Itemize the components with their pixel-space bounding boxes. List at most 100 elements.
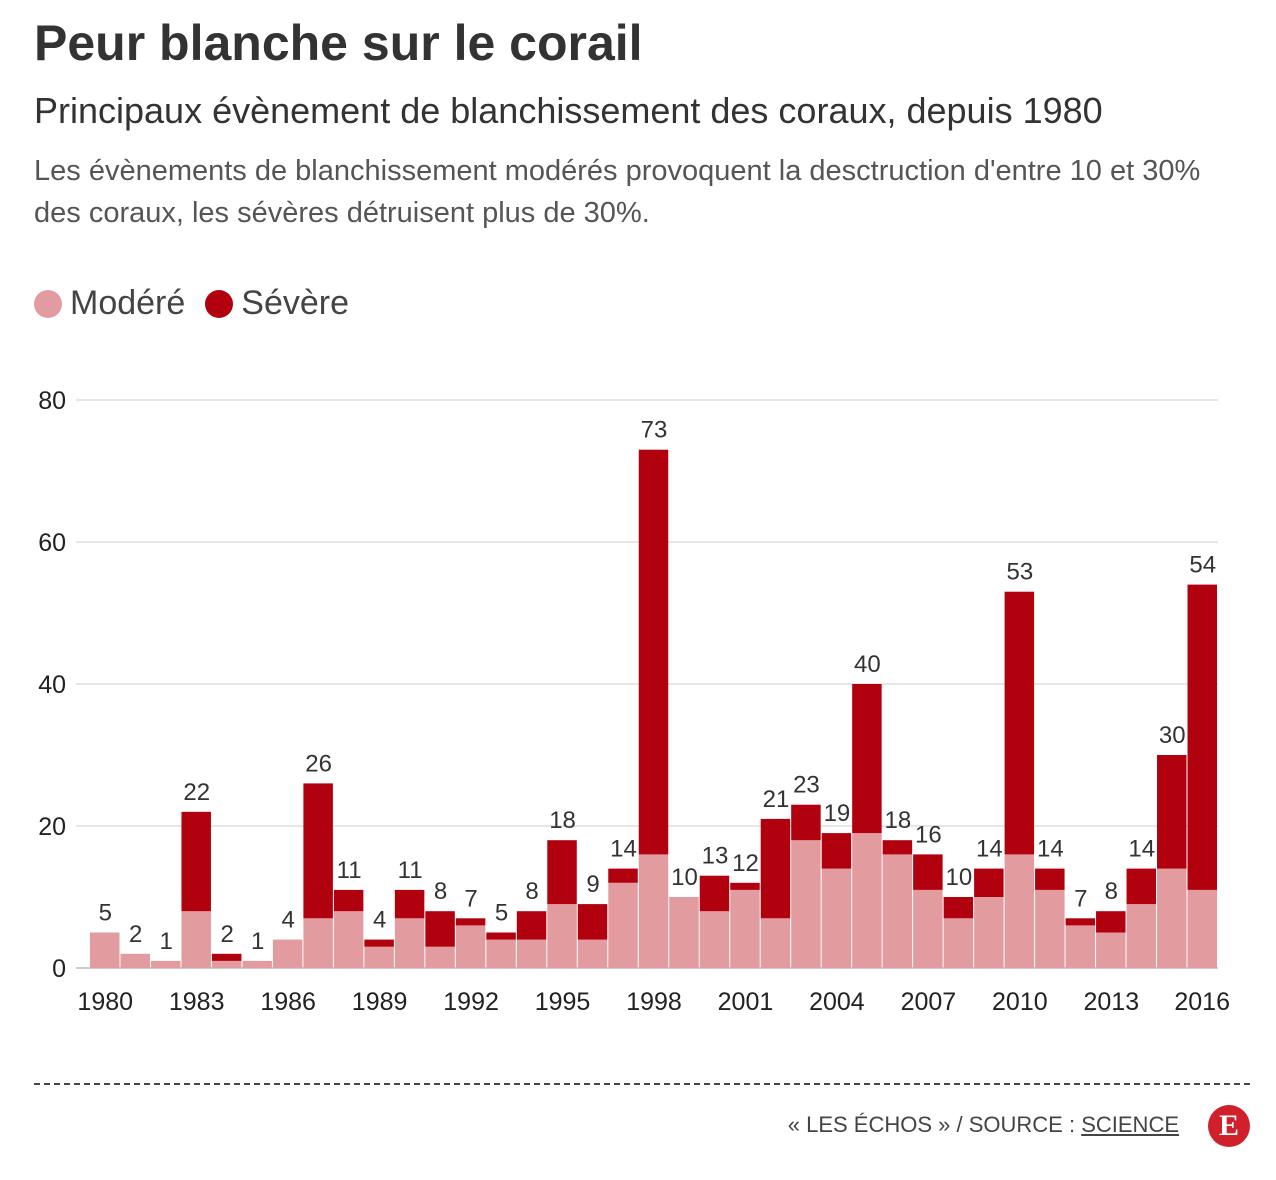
legend-item-severe: Sévère <box>205 284 349 323</box>
data-label: 54 <box>1189 552 1216 579</box>
data-label: 18 <box>549 807 576 834</box>
source-link[interactable]: SCIENCE <box>1081 1112 1179 1137</box>
data-label: 14 <box>610 836 637 863</box>
data-label: 11 <box>337 857 362 884</box>
data-label: 12 <box>732 850 759 877</box>
bar-severe <box>821 833 852 869</box>
x-tick-label: 2007 <box>901 988 957 1016</box>
bar-moderate <box>943 918 974 968</box>
bar-moderate <box>364 946 394 968</box>
bar-severe <box>882 840 913 855</box>
bar-moderate <box>90 932 120 968</box>
legend-swatch-severe <box>205 289 234 318</box>
bar-moderate <box>242 960 272 968</box>
bar-severe <box>425 911 455 947</box>
bar-moderate <box>577 939 608 968</box>
legend-item-moderate: Modéré <box>34 284 185 323</box>
data-label: 10 <box>946 864 973 891</box>
bar-moderate <box>394 918 425 968</box>
x-tick-label: 1995 <box>535 988 591 1016</box>
data-label: 4 <box>281 907 294 934</box>
bar-severe <box>608 868 638 883</box>
bar-moderate <box>1187 889 1217 968</box>
y-tick-label: 60 <box>38 529 66 557</box>
bar-moderate <box>638 854 669 968</box>
bar-moderate <box>486 939 516 968</box>
bar-severe <box>333 889 364 912</box>
bar-severe <box>1157 755 1187 869</box>
bar-moderate <box>913 889 943 968</box>
data-label: 16 <box>915 821 942 848</box>
bar-moderate <box>211 960 242 968</box>
data-label: 26 <box>305 750 332 777</box>
data-label: 11 <box>398 857 423 884</box>
chart-description: Les évènements de blanchissement modérés… <box>34 155 1201 229</box>
data-label: 18 <box>885 807 912 834</box>
legend-swatch-moderate <box>34 289 62 318</box>
bar-moderate <box>516 939 547 968</box>
bar-severe <box>913 854 943 890</box>
x-tick-label: 1983 <box>169 988 225 1016</box>
data-label: 10 <box>671 864 698 891</box>
x-tick-label: 1998 <box>626 988 682 1016</box>
bar-severe <box>974 868 1004 897</box>
bar-moderate <box>1126 904 1157 968</box>
y-tick-label: 80 <box>38 387 66 415</box>
bar-moderate <box>974 897 1004 968</box>
bar-severe <box>1035 868 1065 890</box>
bar-moderate <box>1004 854 1035 968</box>
data-label: 73 <box>641 417 668 444</box>
data-label: 9 <box>586 871 599 898</box>
bar-severe <box>455 918 486 926</box>
y-tick-label: 0 <box>52 955 66 983</box>
bar-moderate <box>303 918 333 968</box>
data-label: 40 <box>854 651 881 678</box>
x-tick-label: 2016 <box>1174 988 1230 1016</box>
bar-moderate <box>1157 868 1187 968</box>
bar-moderate <box>333 911 364 968</box>
data-label: 23 <box>793 772 820 799</box>
x-tick-label: 2004 <box>809 988 865 1016</box>
bar-moderate <box>669 897 699 968</box>
x-tick-label: 1980 <box>77 988 133 1016</box>
bar-moderate <box>120 953 150 968</box>
bar-severe <box>1187 584 1217 890</box>
data-label: 8 <box>525 878 538 905</box>
x-tick-label: 2010 <box>992 988 1048 1016</box>
bar-severe <box>852 684 882 834</box>
data-label: 30 <box>1159 722 1186 749</box>
bar-moderate <box>1065 925 1096 968</box>
bar-severe <box>211 953 242 961</box>
bar-moderate <box>760 918 791 968</box>
data-label: 5 <box>495 900 508 927</box>
data-label: 4 <box>373 907 386 934</box>
bar-severe <box>1065 918 1096 926</box>
data-label: 2 <box>129 921 142 948</box>
source-credit: « LES ÉCHOS » / SOURCE : SCIENCE <box>788 1112 1179 1138</box>
data-label: 53 <box>1006 559 1033 586</box>
data-label: 14 <box>1128 836 1155 863</box>
data-label: 7 <box>1074 885 1087 912</box>
bar-severe <box>516 911 547 940</box>
bar-moderate <box>608 882 638 968</box>
x-tick-label: 1989 <box>352 988 408 1016</box>
bar-moderate <box>181 911 211 968</box>
bar-moderate <box>272 939 303 968</box>
legend-label-moderate: Modéré <box>70 284 186 322</box>
data-label: 19 <box>824 800 851 827</box>
x-tick-label: 2001 <box>718 988 774 1016</box>
chart-title: Peur blanche sur le corail <box>34 15 643 71</box>
x-tick-label: 2013 <box>1083 988 1139 1016</box>
bar-moderate <box>699 911 730 968</box>
data-label: 14 <box>1037 836 1064 863</box>
data-label: 7 <box>464 885 477 912</box>
bar-moderate <box>821 868 852 968</box>
data-label: 8 <box>434 878 447 905</box>
data-label: 22 <box>183 779 210 806</box>
bar-moderate <box>455 925 486 968</box>
data-label: 13 <box>702 843 729 870</box>
bar-severe <box>303 783 333 919</box>
bar-moderate <box>425 946 455 968</box>
y-tick-label: 40 <box>38 671 66 699</box>
